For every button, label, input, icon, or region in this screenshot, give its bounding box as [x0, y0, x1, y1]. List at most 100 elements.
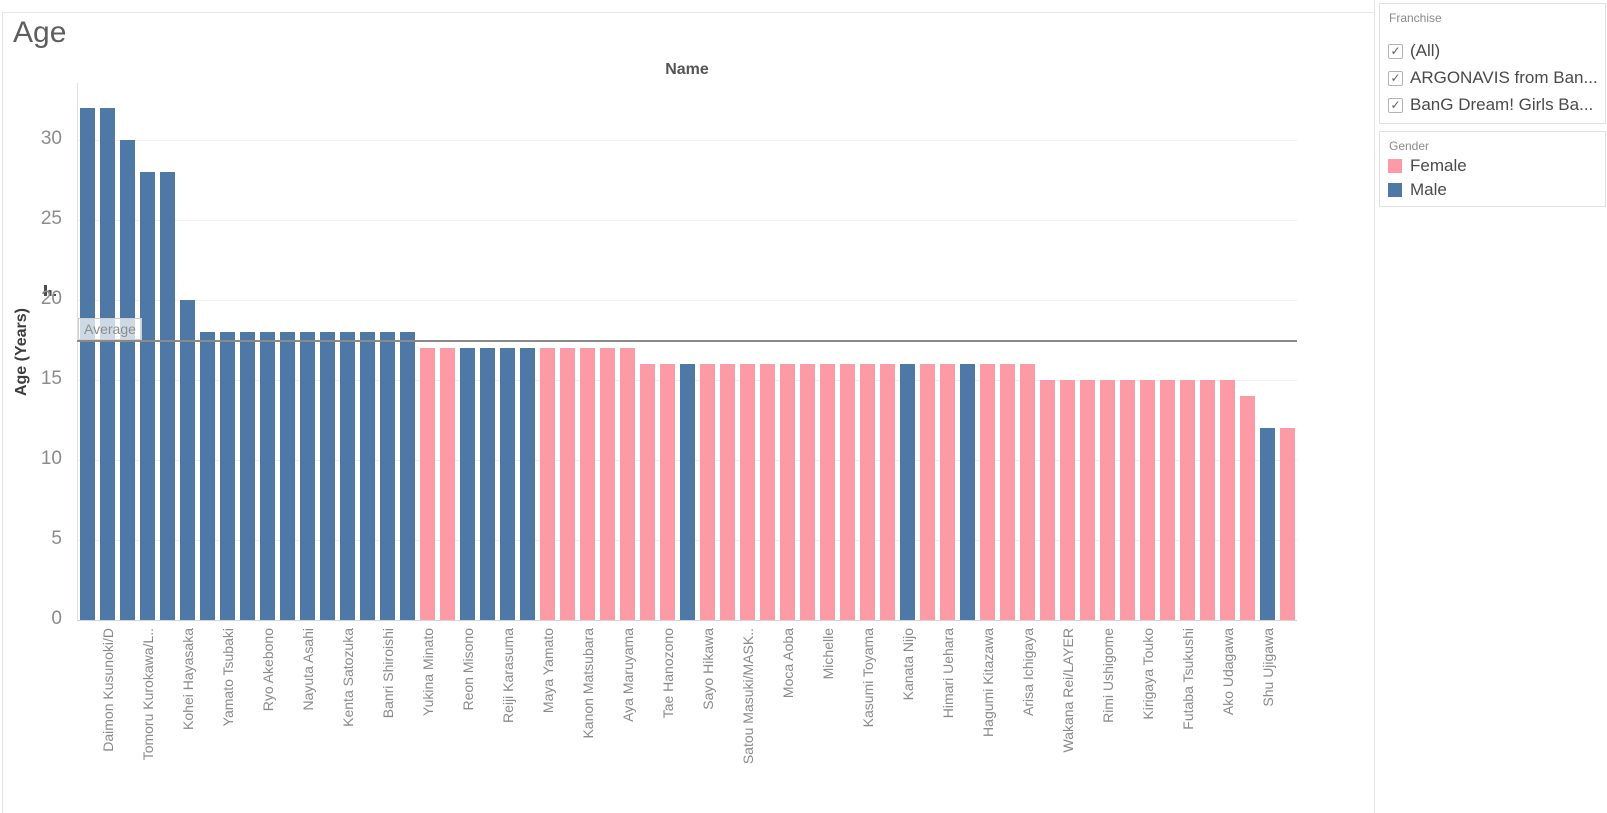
checkbox-checked-icon[interactable]: ✓: [1388, 97, 1403, 113]
bar[interactable]: [720, 364, 735, 620]
x-axis-label[interactable]: Kirigaya Touko: [1139, 628, 1156, 720]
bar[interactable]: [860, 364, 875, 620]
bar[interactable]: [1280, 428, 1295, 620]
bar[interactable]: [1220, 380, 1235, 620]
bar[interactable]: [900, 364, 915, 620]
bar[interactable]: [1240, 396, 1255, 620]
bar[interactable]: [560, 348, 575, 620]
bar[interactable]: [700, 364, 715, 620]
x-axis-label[interactable]: Kohei Hayasaka: [179, 628, 196, 730]
bar[interactable]: [260, 332, 275, 620]
bar[interactable]: [100, 108, 115, 620]
sort-descending-icon[interactable]: [44, 283, 56, 301]
bar[interactable]: [320, 332, 335, 620]
bar[interactable]: [540, 348, 555, 620]
franchise-filter-item[interactable]: ✓ ARGONAVIS from Ban...: [1388, 68, 1598, 88]
bar[interactable]: [180, 300, 195, 620]
bar[interactable]: [1020, 364, 1035, 620]
bar[interactable]: [980, 364, 995, 620]
bar[interactable]: [1040, 380, 1055, 620]
bar[interactable]: [280, 332, 295, 620]
bar[interactable]: [80, 108, 95, 620]
bar[interactable]: [760, 364, 775, 620]
x-axis-label[interactable]: Hagumi Kitazawa: [979, 628, 996, 737]
bar[interactable]: [1180, 380, 1195, 620]
x-axis-label[interactable]: Kenta Satozuka: [339, 628, 356, 727]
bar[interactable]: [920, 364, 935, 620]
bar[interactable]: [1140, 380, 1155, 620]
bar[interactable]: [580, 348, 595, 620]
x-axis-label[interactable]: Arisa Ichigaya: [1019, 628, 1036, 716]
bar[interactable]: [960, 364, 975, 620]
bar[interactable]: [1160, 380, 1175, 620]
bar[interactable]: [480, 348, 495, 620]
bar[interactable]: [660, 364, 675, 620]
x-axis-label[interactable]: Ako Udagawa: [1219, 628, 1236, 716]
bar[interactable]: [1200, 380, 1215, 620]
bar[interactable]: [840, 364, 855, 620]
bar[interactable]: [680, 364, 695, 620]
x-axis-label[interactable]: Satou Masuki/MASK..: [739, 628, 756, 765]
x-axis-label[interactable]: Wakana Rei/LAYER: [1059, 628, 1076, 753]
bar[interactable]: [160, 172, 175, 620]
bar[interactable]: [1100, 380, 1115, 620]
x-axis-label[interactable]: Sayo Hikawa: [699, 628, 716, 710]
gender-legend-item[interactable]: Female: [1388, 156, 1467, 176]
bar[interactable]: [460, 348, 475, 620]
bar[interactable]: [620, 348, 635, 620]
x-axis-label[interactable]: Reon Misono: [459, 628, 476, 711]
x-axis-label[interactable]: Shu Ujigawa: [1259, 628, 1276, 707]
x-axis-label[interactable]: Michelle: [819, 628, 836, 680]
x-axis-label[interactable]: Nayuta Asahi: [299, 628, 316, 711]
x-axis-label[interactable]: Moca Aoba: [779, 628, 796, 699]
bar[interactable]: [1260, 428, 1275, 620]
bar[interactable]: [880, 364, 895, 620]
bar[interactable]: [360, 332, 375, 620]
bar[interactable]: [520, 348, 535, 620]
x-axis-label[interactable]: Rimi Ushigome: [1099, 628, 1116, 723]
bar[interactable]: [780, 364, 795, 620]
bar[interactable]: [640, 364, 655, 620]
x-axis-label[interactable]: Himari Uehara: [939, 628, 956, 719]
bar[interactable]: [600, 348, 615, 620]
bar[interactable]: [420, 348, 435, 620]
x-axis-label[interactable]: Tae Hanozono: [659, 628, 676, 719]
franchise-filter-item[interactable]: ✓ BanG Dream! Girls Ba...: [1388, 95, 1593, 115]
x-axis-label[interactable]: Aya Maruyama: [619, 628, 636, 722]
checkbox-checked-icon[interactable]: ✓: [1388, 43, 1403, 59]
bar[interactable]: [340, 332, 355, 620]
bar[interactable]: [380, 332, 395, 620]
bar[interactable]: [120, 140, 135, 620]
checkbox-checked-icon[interactable]: ✓: [1388, 70, 1403, 86]
x-axis-label[interactable]: Kasumi Toyama: [859, 628, 876, 728]
gender-legend-item[interactable]: Male: [1388, 180, 1447, 200]
bar[interactable]: [1000, 364, 1015, 620]
bar[interactable]: [240, 332, 255, 620]
x-axis-label[interactable]: Reiji Karasuma: [499, 628, 516, 723]
bar[interactable]: [400, 332, 415, 620]
x-axis-label[interactable]: Maya Yamato: [539, 628, 556, 714]
bar[interactable]: [1080, 380, 1095, 620]
x-axis-label[interactable]: Ryo Akebono: [259, 628, 276, 712]
x-axis-label[interactable]: Kanata Nijo: [899, 628, 916, 701]
bar[interactable]: [140, 172, 155, 620]
bar[interactable]: [300, 332, 315, 620]
bar[interactable]: [740, 364, 755, 620]
bar[interactable]: [800, 364, 815, 620]
x-axis-label[interactable]: Daimon Kusunoki/D: [99, 628, 116, 752]
x-axis-label[interactable]: Banri Shiroishi: [379, 628, 396, 719]
x-axis-label[interactable]: Yukina Minato: [419, 628, 436, 716]
bar[interactable]: [1060, 380, 1075, 620]
x-axis-label[interactable]: Yamato Tsubaki: [219, 628, 236, 727]
franchise-filter-item[interactable]: ✓ (All): [1388, 41, 1440, 61]
bar[interactable]: [1120, 380, 1135, 620]
x-axis-label[interactable]: Kanon Matsubara: [579, 628, 596, 739]
bar[interactable]: [940, 364, 955, 620]
bar[interactable]: [220, 332, 235, 620]
bar[interactable]: [500, 348, 515, 620]
bar[interactable]: [440, 348, 455, 620]
x-axis-label[interactable]: Tomoru Kurokawa/L..: [139, 628, 156, 761]
bar[interactable]: [200, 332, 215, 620]
bar[interactable]: [820, 364, 835, 620]
x-axis-label[interactable]: Futaba Tsukushi: [1179, 628, 1196, 730]
